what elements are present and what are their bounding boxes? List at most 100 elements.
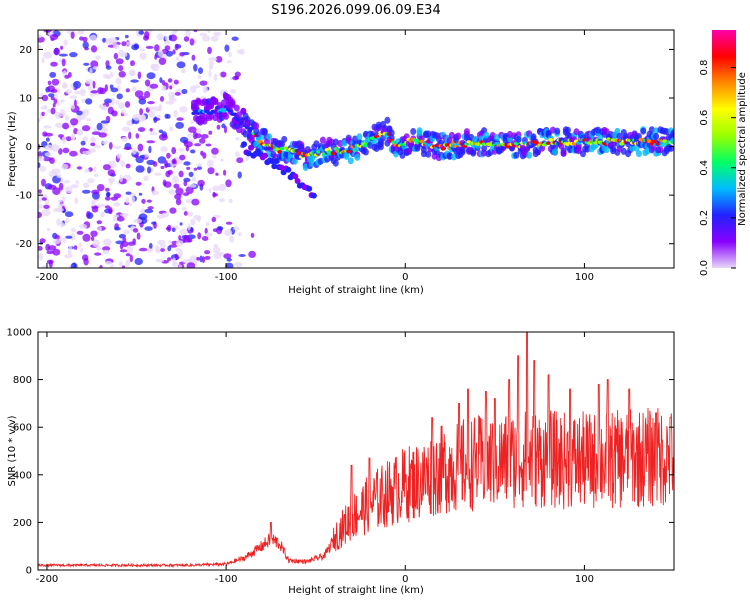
spectrogram-cell xyxy=(44,199,50,205)
spectrogram-cell xyxy=(183,235,190,240)
spectrogram-cell xyxy=(83,182,90,189)
spectrogram-cell xyxy=(132,113,142,121)
spectrogram-cell xyxy=(266,133,273,141)
spectrogram-cell xyxy=(116,216,125,222)
spectrogram-cell xyxy=(212,154,217,159)
spectrogram-cell xyxy=(79,88,86,97)
spectrogram-cell xyxy=(125,88,130,93)
spectrogram-cell xyxy=(169,126,174,132)
spectrogram-cell xyxy=(92,239,100,248)
spectrogram-cell xyxy=(116,153,122,159)
spectrogram-cell xyxy=(178,235,182,241)
spectrogram-cell xyxy=(119,174,123,183)
spectrogram-ylabel: Frequency (Hz) xyxy=(7,111,18,187)
spectrogram-cell xyxy=(99,265,103,268)
spectrogram-cell xyxy=(62,122,70,130)
spectrogram-cell xyxy=(99,87,107,95)
spectrogram-cell xyxy=(159,244,167,249)
spectrogram-cell xyxy=(65,114,69,122)
spectrogram-cell xyxy=(319,136,326,144)
spectrogram-cell xyxy=(230,89,236,94)
spectrogram-cell xyxy=(102,246,111,251)
spectrogram-cell xyxy=(38,45,42,49)
spectrogram-cell xyxy=(69,150,78,157)
spectrogram-cell xyxy=(149,131,158,136)
spectrogram-cell xyxy=(104,205,111,209)
spectrogram-cell xyxy=(56,173,62,179)
spectrogram-cell xyxy=(139,108,144,116)
spectrogram-cell xyxy=(194,133,202,139)
spectrogram-cell xyxy=(79,224,88,229)
spectrogram-ytick-label: 20 xyxy=(19,45,32,56)
spectrogram-cell xyxy=(584,145,591,153)
spectrogram-cell xyxy=(213,244,219,248)
spectrogram-cell xyxy=(190,218,196,226)
spectrogram-cell xyxy=(262,152,268,159)
spectrogram-cell xyxy=(164,40,171,45)
spectrogram-cell xyxy=(208,69,212,78)
spectrogram-cell xyxy=(84,168,90,173)
spectrogram-cell xyxy=(176,61,186,69)
spectrogram-cell xyxy=(105,65,112,70)
spectrogram-cell xyxy=(41,178,46,187)
colorbar-tick-label: 0.2 xyxy=(699,210,710,226)
spectrogram-cell xyxy=(58,182,64,191)
spectrogram-cell xyxy=(138,192,143,196)
spectrogram-cell xyxy=(43,30,52,33)
spectrogram-cell xyxy=(109,84,114,89)
spectrogram-cell xyxy=(225,262,234,268)
spectrogram-cell xyxy=(157,239,166,246)
spectrogram-cell xyxy=(153,116,158,123)
chart-title: S196.2026.099.06.09.E34 xyxy=(271,3,440,18)
spectrogram-cell xyxy=(255,137,261,141)
spectrogram-cell xyxy=(177,249,183,258)
spectrogram-cell xyxy=(168,189,176,195)
spectrogram-cell xyxy=(110,264,114,268)
spectrogram-cell xyxy=(82,41,89,49)
spectrogram-cell xyxy=(177,148,185,152)
spectrogram-cell xyxy=(121,41,127,47)
spectrogram-cell xyxy=(89,34,97,42)
spectrogram-cell xyxy=(279,146,285,151)
spectrogram-cell xyxy=(144,91,151,98)
spectrogram-cell xyxy=(149,242,153,249)
spectrogram-cell xyxy=(128,203,133,207)
spectrogram-cell xyxy=(354,153,361,161)
spectrogram-cell xyxy=(49,33,59,41)
spectrogram-cell xyxy=(208,57,218,62)
spectrogram-cell xyxy=(292,173,299,180)
spectrogram-ytick-label: -10 xyxy=(16,191,32,202)
spectrogram-cell xyxy=(565,142,571,146)
spectrogram-cell xyxy=(228,198,233,203)
spectrogram-cell xyxy=(388,129,395,137)
spectrogram-cell xyxy=(147,206,154,210)
spectrogram-cell xyxy=(171,227,176,233)
spectrogram-cell xyxy=(191,54,196,61)
spectrogram-cell xyxy=(50,88,58,93)
spectrogram-cell xyxy=(92,66,98,70)
spectrogram-cell xyxy=(147,166,152,174)
spectrogram-cell xyxy=(45,137,50,142)
spectrogram-cell xyxy=(154,44,160,52)
spectrogram-cell xyxy=(670,138,674,142)
colorbar-label: Normalized spectral amplitude xyxy=(737,72,748,226)
spectrogram-cell xyxy=(164,160,169,169)
spectrogram-cell xyxy=(70,227,77,233)
spectrogram-cell xyxy=(513,151,520,159)
spectrogram-cell xyxy=(87,178,95,184)
spectrogram-cell xyxy=(165,50,174,57)
spectrogram-cell xyxy=(175,57,180,61)
spectrogram-cell xyxy=(100,120,110,124)
spectrogram-cell xyxy=(201,256,206,264)
spectrogram-cell xyxy=(38,252,44,261)
spectrogram-cell xyxy=(250,232,255,238)
spectrogram-cell xyxy=(185,186,194,195)
spectrogram-cell xyxy=(125,41,131,46)
spectrogram-cell xyxy=(294,178,301,184)
spectrogram-cell xyxy=(59,99,65,103)
spectrogram-cell xyxy=(165,170,171,178)
spectrogram-cell xyxy=(40,105,48,110)
spectrogram-cell xyxy=(74,197,79,205)
spectrogram-cell xyxy=(63,39,68,46)
spectrogram-cell xyxy=(391,140,397,144)
